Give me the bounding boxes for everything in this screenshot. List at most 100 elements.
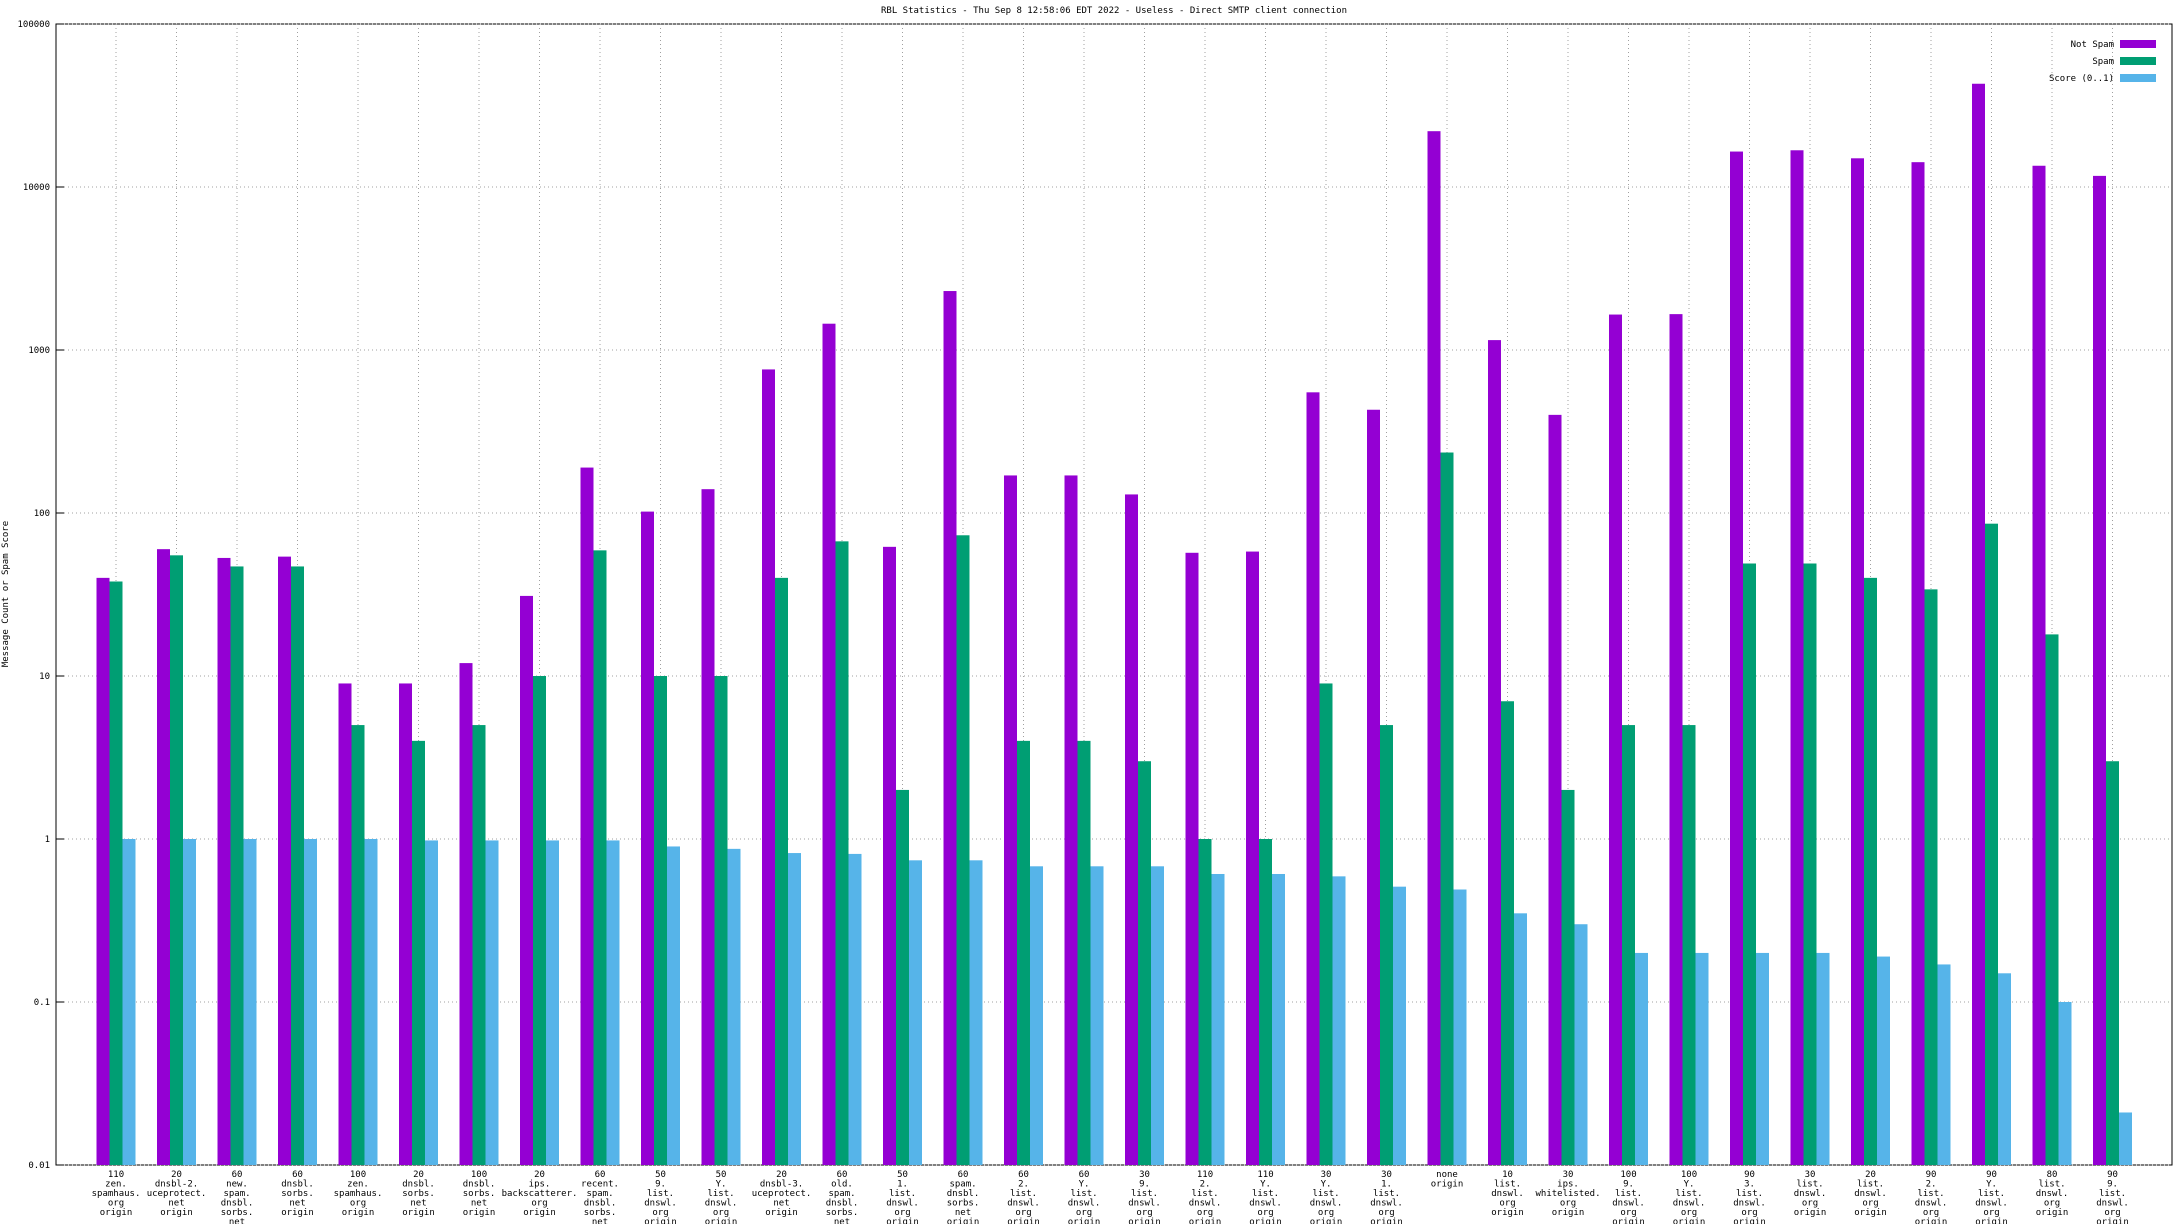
x-tick-label-line: 50 xyxy=(897,1170,908,1180)
x-tick-label-line: dnsbl. xyxy=(584,1199,617,1209)
x-tick-label-line: sorbs. xyxy=(947,1199,980,1209)
bar xyxy=(1816,952,1830,1165)
x-tick-label-line: 100 xyxy=(1620,1170,1636,1180)
bar xyxy=(459,663,473,1165)
bar xyxy=(230,566,244,1165)
bar xyxy=(1138,761,1151,1165)
x-tick-label-line: origin xyxy=(160,1208,193,1218)
x-tick-label-line: org xyxy=(713,1208,729,1218)
x-tick-label-line: org xyxy=(1136,1208,1152,1218)
bar xyxy=(580,467,594,1165)
x-tick-label-line: dnswl. xyxy=(2036,1189,2069,1199)
x-tick-label-line: dnswl. xyxy=(644,1199,677,1209)
bar xyxy=(485,840,499,1165)
x-tick-label-line: 50 xyxy=(716,1170,727,1180)
x-tick-label-line: list. xyxy=(1796,1180,1823,1190)
x-tick-label-line: dnswl. xyxy=(1794,1189,1827,1199)
x-tick-label-line: net xyxy=(289,1199,305,1209)
x-tick-label-line: spam. xyxy=(949,1180,976,1190)
x-tick-label: 90 2. list. dnswl. org origin xyxy=(1915,1170,1948,1224)
bar xyxy=(278,556,291,1165)
bar xyxy=(1077,740,1091,1165)
x-tick-label-line: org xyxy=(1318,1208,1334,1218)
x-tick-label-line: org xyxy=(1741,1208,1757,1218)
x-tick-label-line: dnswl. xyxy=(1370,1199,1403,1209)
x-tick-label-line: list. xyxy=(1252,1189,1279,1199)
x-tick-label-line: list. xyxy=(1917,1189,1944,1199)
x-tick-label-line: 2. xyxy=(1200,1180,1211,1190)
bar xyxy=(2045,634,2059,1165)
x-tick-label-line: dnswl. xyxy=(1915,1199,1948,1209)
x-tick-label-line: spamhaus. xyxy=(92,1189,141,1199)
bar xyxy=(1790,150,1804,1165)
x-tick-label-line: 9. xyxy=(1623,1180,1634,1190)
x-tick-label: 30 9. list. dnswl. org origin xyxy=(1128,1170,1161,1224)
bar xyxy=(654,676,667,1165)
x-tick-label-line: 20 xyxy=(776,1170,787,1180)
bar xyxy=(533,676,546,1165)
bar xyxy=(956,535,970,1165)
bar xyxy=(1393,886,1406,1165)
x-tick-label-line: 90 xyxy=(2107,1170,2118,1180)
bar xyxy=(1574,924,1588,1165)
x-tick-label: none origin xyxy=(1431,1170,1464,1190)
bar xyxy=(243,839,257,1165)
x-tick-label-line: 60 xyxy=(958,1170,969,1180)
x-tick-label-line: org xyxy=(1681,1208,1697,1218)
x-tick-label-line: 90 xyxy=(1744,1170,1755,1180)
x-tick-label-line: origin xyxy=(1612,1218,1645,1224)
bar xyxy=(667,846,680,1165)
bar xyxy=(1911,162,1925,1165)
y-tick-label: 1000 xyxy=(28,346,50,356)
x-tick-label-line: origin xyxy=(1128,1218,1161,1224)
x-tick-label-line: sorbs. xyxy=(402,1189,435,1199)
x-tick-label-line: dnswl. xyxy=(1733,1199,1766,1209)
x-tick-label: 100 9. list. dnswl. org origin xyxy=(1612,1170,1645,1224)
x-tick-label-line: origin xyxy=(1854,1208,1887,1218)
x-tick-label-line: org xyxy=(1620,1208,1636,1218)
x-tick-label-line: 1. xyxy=(1381,1180,1392,1190)
x-tick-label: 110 zen. spamhaus. org origin xyxy=(92,1170,141,1218)
x-tick-label-line: org xyxy=(1923,1208,1939,1218)
x-tick-label-line: dnsbl. xyxy=(281,1180,314,1190)
bar xyxy=(788,853,801,1165)
bar xyxy=(472,725,486,1165)
x-tick-label-line: zen. xyxy=(347,1180,369,1190)
legend-swatch xyxy=(2120,74,2156,82)
y-tick-label: 100000 xyxy=(17,20,50,30)
x-tick-label-line: net xyxy=(229,1218,245,1224)
x-tick-label-line: dnswl. xyxy=(1612,1199,1645,1209)
x-tick-label-line: 9. xyxy=(1139,1180,1150,1190)
x-tick-label-line: origin xyxy=(1068,1218,1101,1224)
bar xyxy=(1803,563,1817,1165)
bar xyxy=(593,550,607,1165)
bar xyxy=(399,683,412,1165)
x-tick-label-line: spam. xyxy=(586,1189,613,1199)
x-tick-label-line: org xyxy=(531,1199,547,1209)
x-tick-label-line: net xyxy=(592,1218,608,1224)
x-tick-label-line: dnswl. xyxy=(1975,1199,2008,1209)
chart-title: RBL Statistics - Thu Sep 8 12:58:06 EDT … xyxy=(881,6,1347,16)
x-tick-label-line: org xyxy=(1983,1208,1999,1218)
bar xyxy=(157,549,170,1165)
x-tick-label: 100 dnsbl. sorbs. net origin xyxy=(463,1170,496,1218)
x-tick-label-line: origin xyxy=(1310,1218,1343,1224)
x-tick-label-line: old. xyxy=(831,1180,853,1190)
x-tick-label-line: spamhaus. xyxy=(334,1189,383,1199)
x-tick-label-line: org xyxy=(1015,1208,1031,1218)
x-tick-label-line: 20 xyxy=(413,1170,424,1180)
bar xyxy=(1669,314,1683,1165)
x-tick-label-line: origin xyxy=(1249,1218,1282,1224)
x-tick-label-line: org xyxy=(108,1199,124,1209)
x-tick-label-line: 10 xyxy=(1502,1170,1513,1180)
y-axis-label: Message Count or Spam Score xyxy=(1,521,11,667)
x-tick-label-line: org xyxy=(1257,1208,1273,1218)
bar xyxy=(1924,589,1938,1165)
x-tick-label-line: dnswl. xyxy=(1007,1199,1040,1209)
x-tick-label-line: origin xyxy=(1915,1218,1948,1224)
x-tick-label-line: net xyxy=(955,1208,971,1218)
bar xyxy=(2058,1002,2072,1165)
x-tick-label: 90 3. list. dnswl. org origin xyxy=(1733,1170,1766,1224)
